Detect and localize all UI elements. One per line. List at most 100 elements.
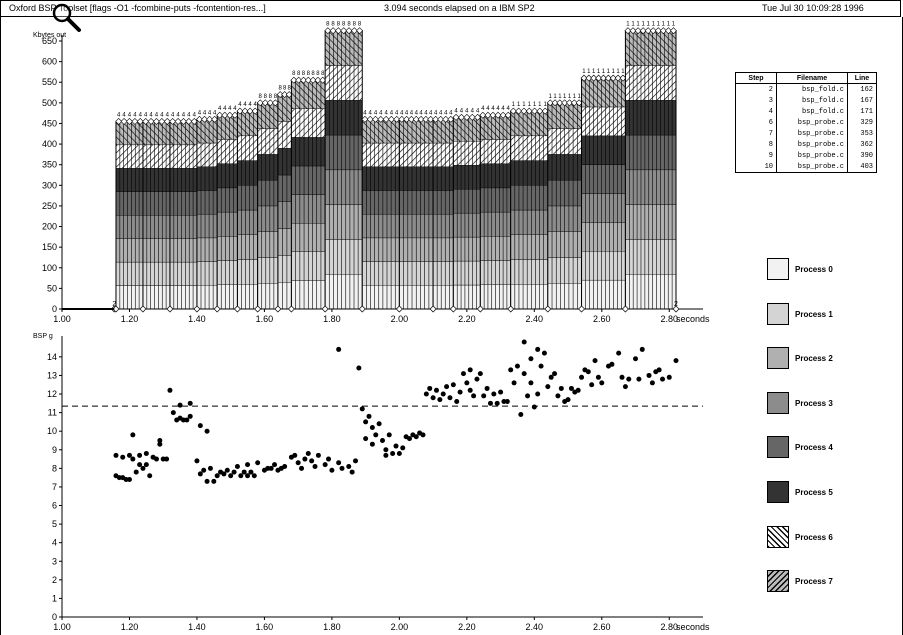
data-point bbox=[660, 376, 666, 382]
y-tick-label: 400 bbox=[42, 139, 57, 149]
superstep-label: 4 bbox=[193, 112, 197, 118]
step-marker bbox=[213, 305, 221, 313]
data-point bbox=[450, 382, 456, 388]
table-row: 2 bsp_fold.c 162 bbox=[735, 83, 877, 95]
bar-segment bbox=[257, 128, 279, 155]
superstep-label: 1 bbox=[517, 102, 521, 108]
bar-segment bbox=[432, 190, 454, 215]
superstep-label: 4 bbox=[491, 106, 495, 112]
bar-segment bbox=[324, 169, 363, 205]
data-point bbox=[531, 404, 537, 410]
superstep-marker bbox=[356, 27, 364, 35]
superstep-label: 1 bbox=[592, 69, 596, 75]
step-marker bbox=[254, 305, 262, 313]
bar-segment bbox=[196, 285, 218, 310]
superstep-label: 4 bbox=[449, 110, 453, 116]
step-marker bbox=[621, 305, 629, 313]
table-row: 3 bsp_fold.c 167 bbox=[735, 95, 877, 106]
y-tick-label: 9 bbox=[52, 445, 57, 455]
data-point bbox=[545, 384, 551, 390]
legend-swatch bbox=[767, 436, 789, 459]
date-label: Tue Jul 30 10:09:28 1996 bbox=[762, 3, 864, 13]
superstep-label: 8 bbox=[269, 94, 273, 100]
superstep-label: 4 bbox=[454, 108, 458, 114]
superstep-label: 4 bbox=[182, 112, 186, 118]
legend-label: Process 3 bbox=[795, 398, 833, 408]
data-point bbox=[143, 462, 149, 468]
data-point bbox=[137, 462, 143, 468]
table-cell-step: 4 bbox=[735, 106, 777, 117]
data-point bbox=[390, 450, 396, 456]
y-tick-label: 13 bbox=[47, 370, 57, 380]
bar-segment bbox=[432, 237, 454, 262]
x-tick-label: 1.60 bbox=[256, 622, 274, 632]
superstep-label: 4 bbox=[117, 112, 121, 118]
data-point bbox=[552, 371, 558, 377]
y-tick-label: 1 bbox=[52, 593, 57, 603]
superstep-label: 4 bbox=[248, 102, 252, 108]
data-point bbox=[228, 473, 234, 479]
y-tick-label: 350 bbox=[42, 160, 57, 170]
superstep-label: 1 bbox=[607, 69, 611, 75]
superstep-label: 1 bbox=[612, 69, 616, 75]
bar-segment bbox=[362, 285, 400, 310]
superstep-label: 4 bbox=[400, 110, 404, 116]
data-point bbox=[376, 421, 382, 427]
bar-segment bbox=[510, 209, 549, 235]
data-point bbox=[471, 393, 477, 399]
bar-segment bbox=[277, 255, 292, 283]
magnifier-icon[interactable] bbox=[52, 3, 82, 33]
bar-segment bbox=[237, 185, 258, 211]
data-point bbox=[437, 397, 443, 403]
data-point bbox=[167, 387, 173, 393]
table-cell-line: 171 bbox=[847, 106, 877, 117]
data-point bbox=[282, 463, 288, 469]
bar-segment bbox=[196, 166, 218, 191]
superstep-label: 4 bbox=[471, 108, 475, 114]
data-point bbox=[666, 374, 672, 380]
x-tick-label: 2.60 bbox=[593, 622, 611, 632]
data-point bbox=[292, 452, 298, 458]
data-point bbox=[423, 391, 429, 397]
bar-segment bbox=[362, 190, 400, 215]
bar-segment bbox=[257, 283, 279, 310]
bar-segment bbox=[510, 234, 549, 260]
x-tick-label: 2.60 bbox=[593, 314, 611, 324]
data-point bbox=[521, 371, 527, 377]
bar-segment bbox=[324, 134, 363, 171]
data-point bbox=[599, 380, 605, 386]
bar-segment bbox=[510, 160, 549, 186]
table-cell-file: bsp_fold.c bbox=[776, 83, 848, 95]
superstep-label: 4 bbox=[122, 112, 126, 118]
table-cell-step: 2 bbox=[735, 83, 777, 95]
bar-segment bbox=[324, 100, 363, 136]
data-point bbox=[369, 424, 375, 430]
y-tick-label: 11 bbox=[48, 408, 57, 418]
data-point bbox=[373, 432, 379, 438]
y-tick-label: 2 bbox=[52, 575, 57, 585]
legend-swatch bbox=[767, 302, 789, 325]
data-point bbox=[184, 417, 190, 423]
data-point bbox=[366, 413, 372, 419]
step-marker bbox=[112, 305, 120, 313]
data-point bbox=[383, 452, 389, 458]
data-point bbox=[143, 450, 149, 456]
step-marker bbox=[429, 305, 437, 313]
superstep-label: 4 bbox=[405, 110, 409, 116]
data-point bbox=[322, 462, 328, 468]
data-point bbox=[440, 391, 446, 397]
superstep-label: 1 bbox=[621, 69, 625, 75]
data-point bbox=[454, 398, 460, 404]
data-point bbox=[592, 358, 598, 364]
data-point bbox=[528, 380, 534, 386]
data-point bbox=[427, 385, 433, 391]
bar-segment bbox=[581, 193, 626, 223]
bar-segment bbox=[237, 284, 258, 310]
data-point bbox=[346, 463, 352, 469]
data-point bbox=[656, 367, 662, 373]
data-point bbox=[133, 469, 139, 475]
legend-swatch bbox=[767, 347, 789, 370]
title-bar: Oxford BSP Toolset [flags -O1 -fcombine-… bbox=[0, 0, 901, 17]
data-point bbox=[380, 437, 385, 443]
